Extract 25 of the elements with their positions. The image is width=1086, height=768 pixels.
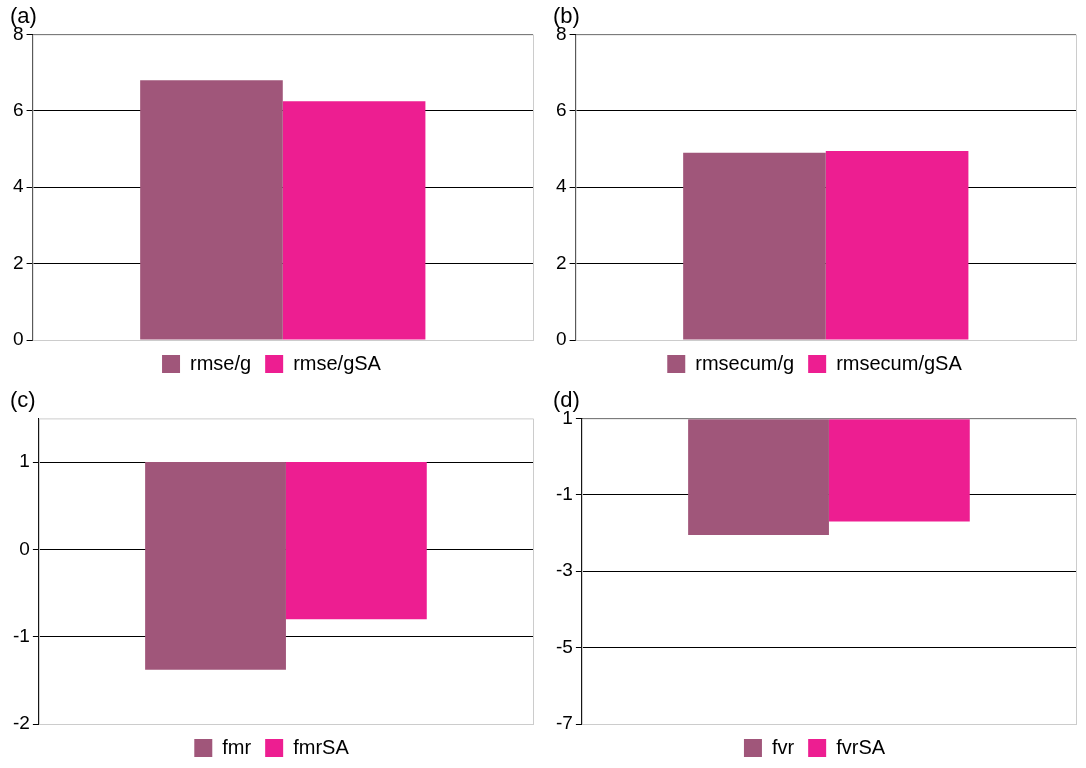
legend-label: fvrSA [836,735,886,758]
y-tick-label: -2 [12,712,30,734]
y-tick-label: 6 [12,99,24,121]
chart-title: (c) [10,387,36,413]
legend-label: rmsecum/gSA [836,351,963,374]
y-tick-label: 2 [12,251,24,273]
legend-label: rmse/g [190,351,252,374]
legend-label: rmse/gSA [293,351,382,374]
y-tick-label: -7 [555,712,573,734]
y-tick-label: 1 [19,450,30,472]
y-tick-label: 4 [12,175,24,197]
y-tick-label: 6 [555,99,567,121]
legend-label: fvr [771,735,795,758]
legend-label: fmr [222,735,252,758]
y-tick-label: 0 [12,328,24,350]
y-tick-label: 0 [555,328,567,350]
y-tick-label: -5 [555,635,573,657]
legend-label: rmsecum/g [695,351,795,374]
legend-label: fmrSA [293,735,350,758]
y-tick-label: -1 [555,483,573,505]
y-tick-label: 2 [555,251,567,273]
y-tick-label: 4 [555,175,567,197]
y-tick-label: 0 [19,537,30,559]
y-tick-label: -3 [555,559,573,581]
y-tick-label: -1 [12,624,30,646]
